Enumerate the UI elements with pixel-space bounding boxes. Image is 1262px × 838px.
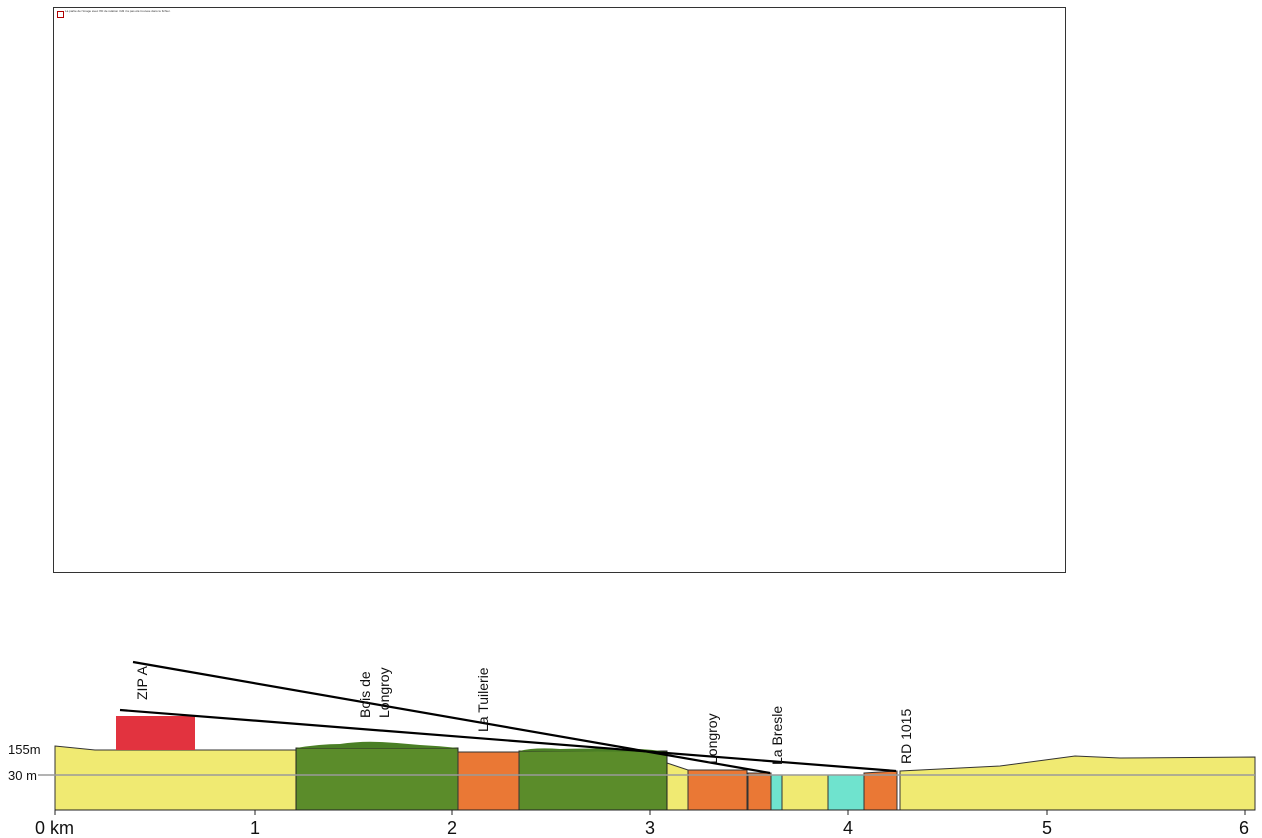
tick-label-3: 3 (645, 818, 655, 838)
river-la-bresle (770, 774, 783, 811)
tick-label-6: 6 (1239, 818, 1249, 838)
place-labels: ZIP A Bois de Longroy La Tuilerie Longro… (134, 665, 914, 765)
open-land-east (899, 755, 1256, 811)
broken-image-icon (57, 11, 64, 18)
place-label-longroy: Longroy (704, 713, 720, 764)
open-land-mid (666, 762, 689, 811)
place-label-zip: ZIP A (134, 665, 150, 700)
elevation-label-high: 155m (8, 742, 41, 757)
tick-label-4: 4 (843, 818, 853, 838)
open-land-valley (781, 774, 829, 811)
sight-line-lower (119, 708, 897, 773)
village-longroy-2 (747, 772, 772, 811)
village-areas (457, 751, 898, 811)
village-la-tuilerie (457, 751, 520, 811)
sight-lines (119, 660, 897, 775)
tick-label-5: 5 (1042, 818, 1052, 838)
forest-bois-de-longroy (295, 747, 459, 811)
missing-image-caption: La partie de l'image avec l'ID de relati… (65, 9, 171, 13)
forest-crown-1 (296, 741, 458, 748)
tick-label-1: 1 (250, 818, 260, 838)
place-label-rd1015: RD 1015 (898, 709, 914, 764)
zip-block (116, 716, 195, 750)
forest-areas (295, 741, 668, 811)
sight-line-upper (132, 660, 771, 775)
village-longroy-1 (687, 769, 748, 811)
distance-tick-labels: 0 km 1 2 3 4 5 6 (35, 818, 1249, 838)
place-label-longroy-wood: Longroy (376, 667, 392, 718)
village-rd1015 (863, 770, 898, 811)
photo-frame: La partie de l'image avec l'ID de relati… (53, 7, 1066, 573)
place-label-la-bresle: La Bresle (769, 706, 785, 765)
open-land-west (54, 745, 297, 811)
terrain-profile: 0 km 1 2 3 4 5 6 155m 30 m ZIP A Bois de… (8, 660, 1256, 838)
tick-label-0: 0 km (35, 818, 74, 838)
distance-axis (54, 809, 1255, 815)
place-label-bois-de: Bois de (357, 671, 373, 718)
river-wetland (827, 774, 865, 811)
elevation-label-low: 30 m (8, 768, 37, 783)
open-land-areas (54, 745, 1256, 811)
place-label-la-tuilerie: La Tuilerie (475, 667, 491, 732)
forest-east (518, 750, 668, 811)
tick-label-2: 2 (447, 818, 457, 838)
river-areas (770, 774, 865, 811)
